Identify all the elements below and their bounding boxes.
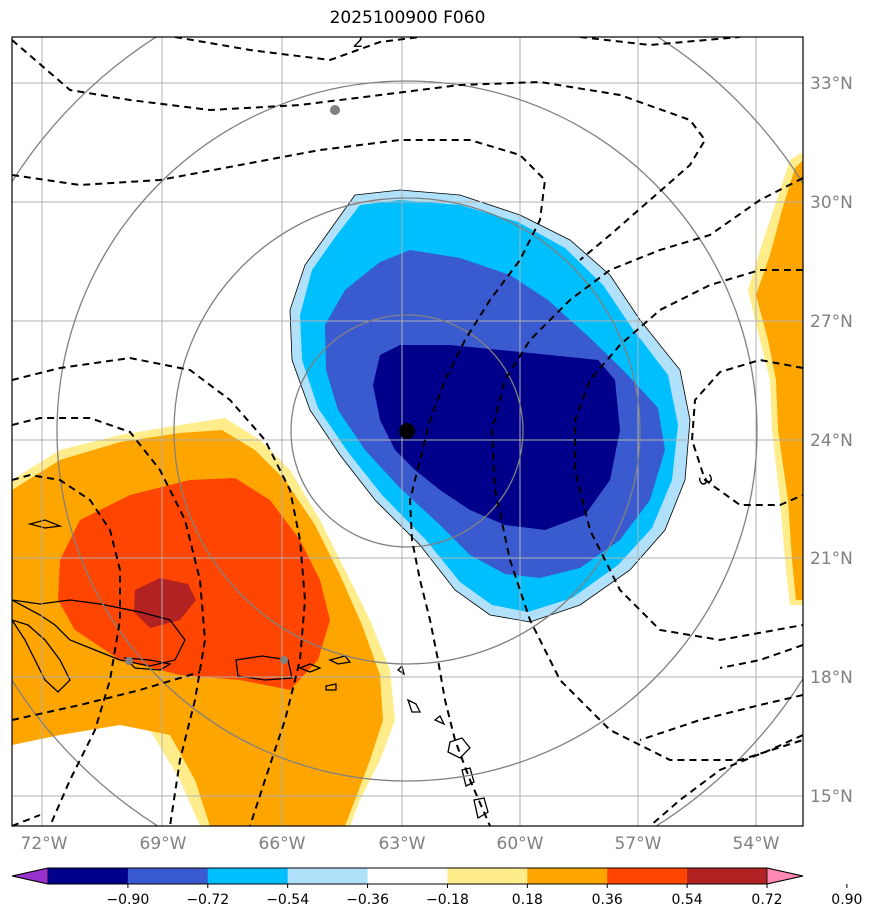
coastlines: [12, 519, 489, 820]
colorbar-tick-label: 0.72: [751, 892, 782, 908]
plot-frame: [11, 36, 804, 827]
lon-label: 66°W: [259, 834, 306, 854]
lat-label: 33°N: [810, 74, 853, 94]
longitude-labels: 72°W 69°W 66°W 63°W 60°W 57°W 54°W: [21, 834, 780, 854]
lon-label: 54°W: [733, 834, 780, 854]
colorbar-swatch: [447, 868, 528, 884]
latitude-labels: 33°N 30°N 27°N 24°N 21°N 18°N 15°N: [810, 74, 853, 807]
colorbar-tick-label: −0.72: [186, 892, 229, 908]
lon-label: 57°W: [615, 834, 662, 854]
colorbar-swatch: [127, 868, 209, 884]
colorbar-tick-label: 0.54: [672, 892, 703, 908]
lat-label: 21°N: [810, 549, 853, 569]
colorbar-swatch: [207, 868, 289, 884]
map-area: 2 3: [12, 32, 803, 826]
colorbar-extend-low: [11, 867, 49, 885]
colorbar-frame: [11, 867, 804, 885]
positive-anomaly-east: [748, 152, 803, 605]
colorbar-tick-label: 0.90: [831, 892, 862, 908]
center-marker: [399, 423, 415, 439]
colorbar-tick-label: −0.18: [426, 892, 469, 908]
colorbar-tick-label: 0.18: [512, 892, 543, 908]
station-marker: [125, 657, 133, 665]
colorbar-swatch: [367, 868, 448, 884]
colorbar-tick-label: −0.36: [346, 892, 389, 908]
colorbar-tick-label: 0.36: [592, 892, 623, 908]
negative-anomaly-region: [289, 189, 691, 623]
colorbar-swatch: [527, 868, 608, 884]
lat-label: 18°N: [810, 668, 853, 688]
lat-label: 27°N: [810, 312, 853, 332]
range-rings: [12, 37, 803, 826]
lat-label: 15°N: [810, 787, 853, 807]
colorbar-swatch: [607, 868, 688, 884]
track-point-marker: [330, 105, 340, 115]
map-title: 2025100900 F060: [329, 8, 486, 28]
lon-label: 72°W: [21, 834, 68, 854]
lon-label: 69°W: [140, 834, 187, 854]
dashed-contours: [12, 37, 803, 826]
station-marker: [280, 656, 288, 664]
lat-label: 24°N: [810, 431, 853, 451]
lon-label: 63°W: [379, 834, 426, 854]
colorbar-swatch: [48, 868, 129, 884]
colorbar-swatch: [687, 868, 768, 884]
contour-label-2: 2: [353, 32, 364, 52]
colorbar-swatch: [287, 868, 369, 884]
colorbar-extend-high: [766, 867, 804, 885]
colorbar-tick-label: −0.90: [106, 892, 149, 908]
lon-label: 60°W: [497, 834, 544, 854]
colorbar: −0.90 −0.72 −0.54 −0.36 −0.18 0.18 0.36 0.54 0.7…: [11, 867, 862, 908]
lat-label: 30°N: [810, 193, 853, 213]
colorbar-tick-label: −0.54: [266, 892, 309, 908]
